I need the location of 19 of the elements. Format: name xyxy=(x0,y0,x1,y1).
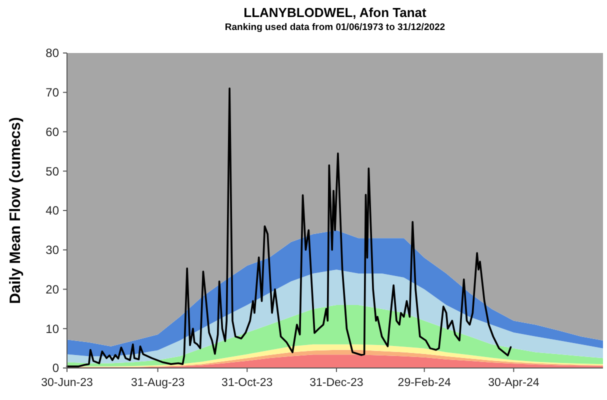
x-tick-label: 29-Feb-24 xyxy=(398,377,452,389)
y-tick-label: 40 xyxy=(46,204,60,218)
y-tick-label: 50 xyxy=(46,164,60,178)
y-tick-label: 10 xyxy=(46,322,60,336)
line-series xyxy=(66,88,512,368)
y-axis-title: Daily Mean Flow (cumecs) xyxy=(7,117,24,304)
chart-subtitle: Ranking used data from 01/06/1973 to 31/12/2022 xyxy=(224,22,446,33)
y-tick-label: 30 xyxy=(46,243,60,258)
y-tick-label: 0 xyxy=(52,361,60,376)
y-tick-label: 70 xyxy=(46,86,60,100)
x-tick-label: 31-Aug-23 xyxy=(130,377,185,389)
y-tick-label: 80 xyxy=(46,46,60,60)
y-tick-label: 60 xyxy=(46,124,60,139)
chart-title: LLANYBLODWEL, Afon Tanat xyxy=(244,5,428,20)
x-tick-label: 30-Jun-23 xyxy=(41,377,93,389)
x-tick-label: 31-Dec-23 xyxy=(310,377,364,389)
y-tick-label: 20 xyxy=(46,282,60,296)
x-tick-label: 31-Oct-23 xyxy=(222,377,273,389)
x-tick-label: 30-Apr-24 xyxy=(488,377,540,389)
